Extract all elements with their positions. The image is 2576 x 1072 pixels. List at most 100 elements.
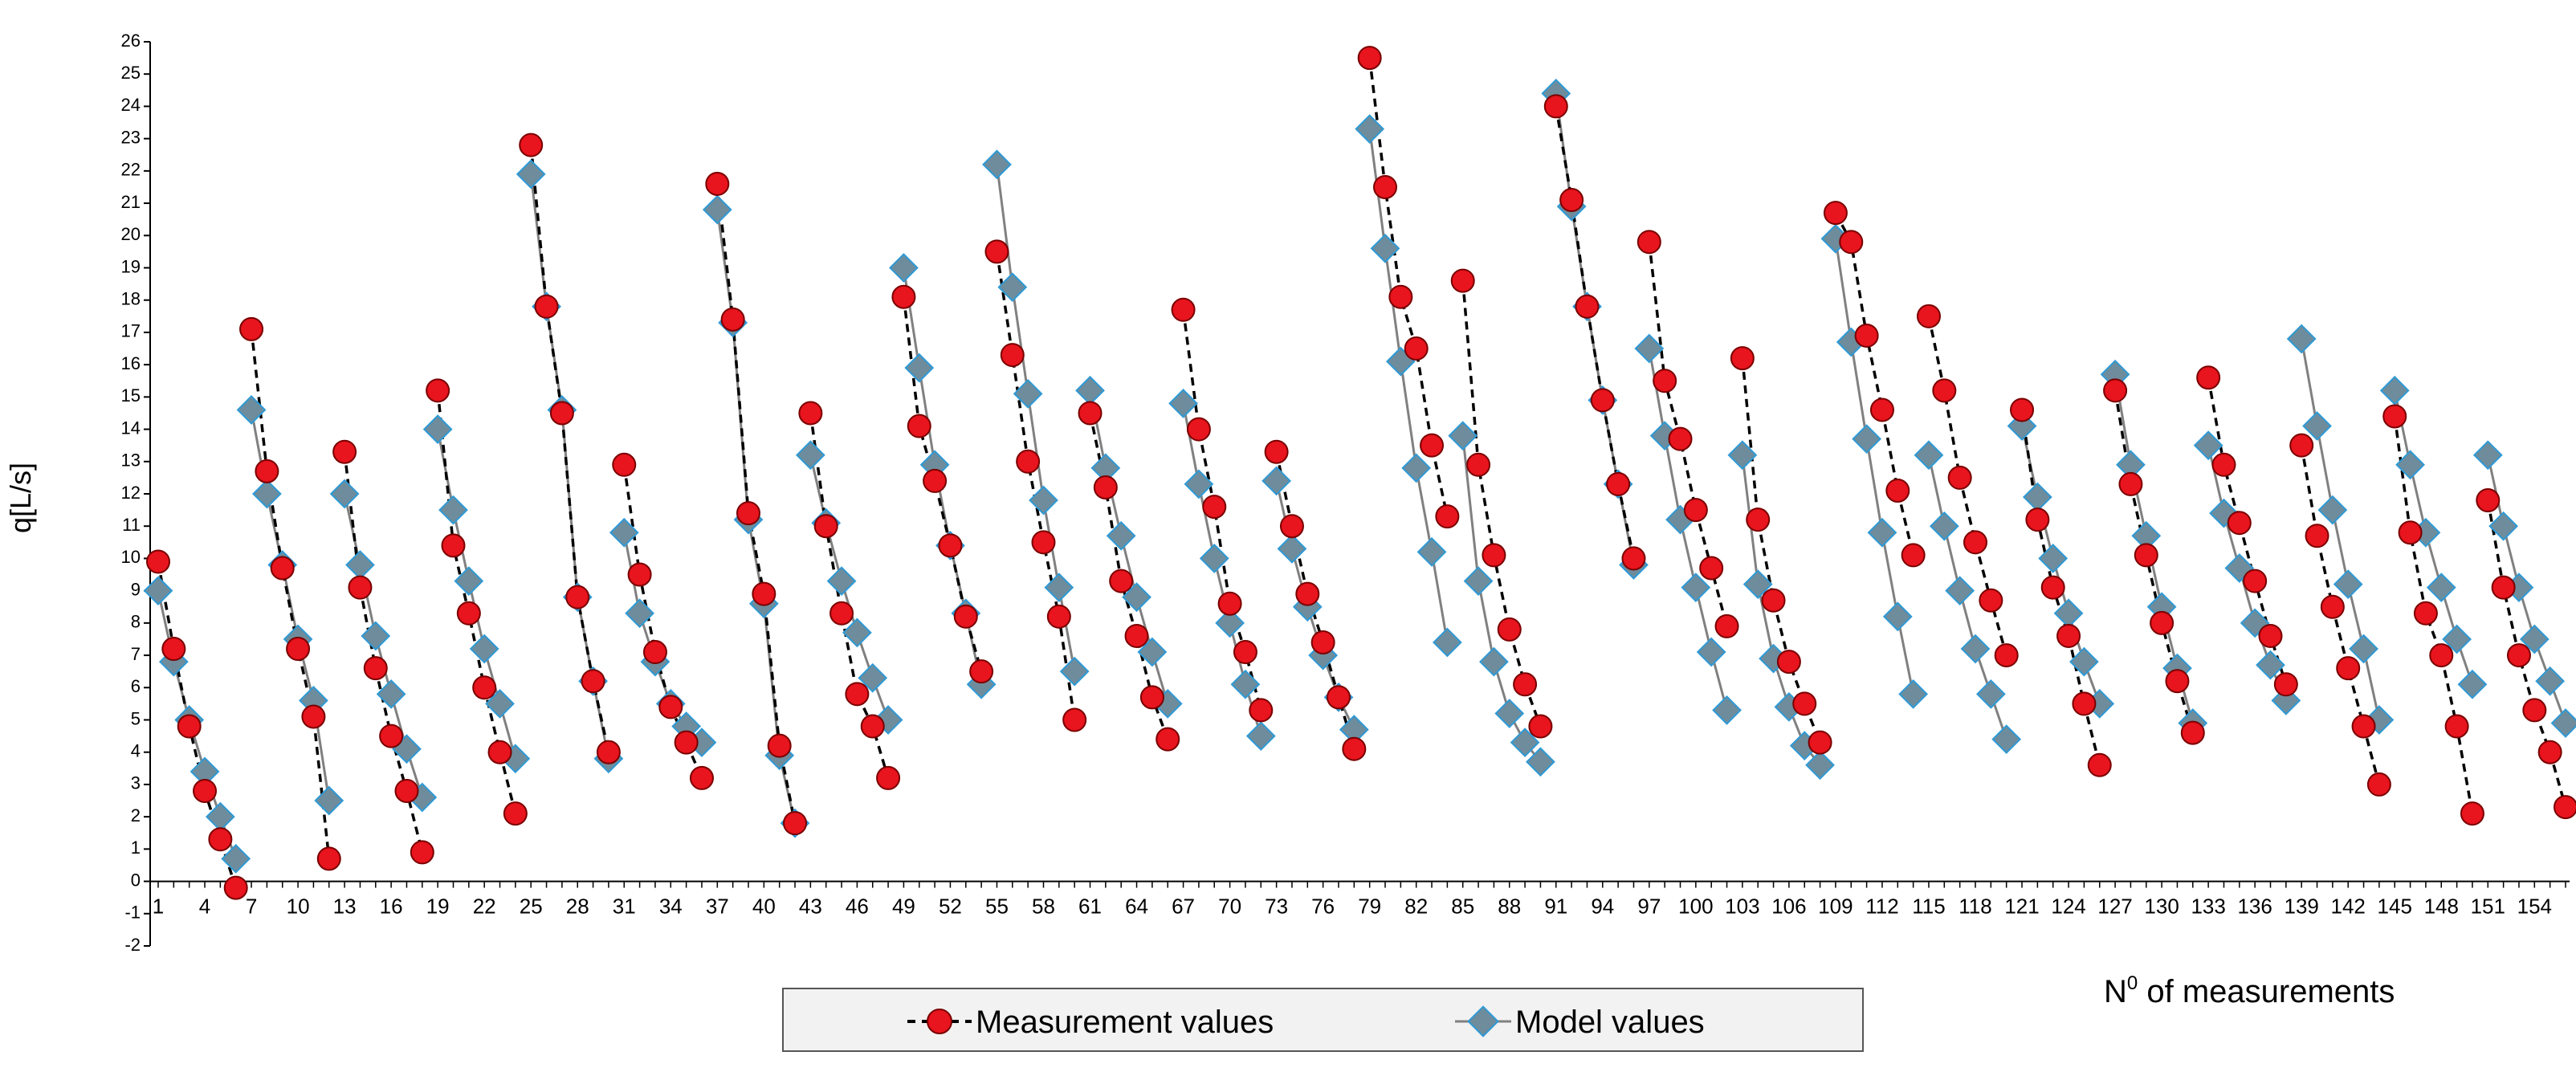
- x-tick-label: 82: [1404, 895, 1428, 919]
- legend-model-marker: [1467, 1005, 1499, 1037]
- model-line-segment: [995, 164, 1076, 672]
- measurement-point: [1916, 304, 1941, 328]
- measurement-point: [1823, 201, 1848, 226]
- model-point: [376, 679, 406, 709]
- measurement-point: [923, 468, 948, 493]
- model-point: [1510, 728, 1540, 758]
- model-point: [2488, 511, 2519, 541]
- model-point: [1029, 485, 1058, 516]
- measurement-point: [1559, 188, 1584, 213]
- measurement-point: [1264, 439, 1289, 464]
- measurement-point: [519, 132, 544, 157]
- model-point: [2193, 430, 2223, 461]
- measurement-point: [1046, 604, 1071, 629]
- model-point: [422, 414, 453, 444]
- measurement-point: [1761, 588, 1786, 613]
- x-axis-label: N0 of measurements: [2104, 972, 2395, 1009]
- x-tick-label: 121: [2004, 895, 2039, 919]
- y-tick-label: 19: [121, 256, 141, 276]
- model-point: [438, 495, 468, 525]
- model-line-segment: [1368, 128, 1449, 643]
- y-tick-label: 18: [121, 289, 141, 309]
- model-point: [826, 566, 857, 596]
- legend-model-label: Model values: [1515, 1005, 1705, 1040]
- measurement-point: [2398, 520, 2423, 545]
- model-point: [1199, 544, 1229, 573]
- y-tick-label: 17: [121, 321, 141, 341]
- measurement-point: [1792, 691, 1817, 716]
- y-tick-label: 25: [121, 63, 141, 83]
- model-point: [2426, 573, 2456, 603]
- y-tick-label: 7: [131, 644, 141, 664]
- measurement-point: [1295, 581, 1320, 606]
- measurement-point: [736, 501, 760, 526]
- x-tick-label: 94: [1591, 895, 1614, 919]
- x-tick-label: 34: [659, 895, 683, 919]
- x-tick-label: 115: [1912, 895, 1945, 919]
- model-point: [982, 149, 1012, 180]
- x-tick-label: 124: [2051, 895, 2085, 919]
- measurement-point: [1668, 426, 1693, 451]
- measurement-point: [813, 514, 838, 539]
- measurement-line-segment: [529, 145, 610, 753]
- x-tick-label: 28: [566, 895, 589, 919]
- model-point: [2379, 375, 2410, 406]
- model-point: [1882, 601, 1913, 632]
- x-tick-label: 64: [1125, 895, 1148, 919]
- legend: Measurement values Model values: [782, 988, 1864, 1052]
- model-point: [1013, 378, 1043, 409]
- measurement-point: [2444, 714, 2469, 739]
- y-tick-label: 1: [131, 838, 141, 858]
- measurement-point: [752, 581, 776, 606]
- x-tick-label: 73: [1265, 895, 1288, 919]
- x-tick-label: 31: [613, 895, 636, 919]
- model-point: [2349, 634, 2378, 664]
- model-point: [1805, 750, 1835, 781]
- model-point: [143, 576, 173, 606]
- measurement-point: [845, 682, 870, 707]
- y-tick-label: 24: [121, 95, 141, 115]
- measurement-point: [565, 585, 590, 609]
- measurement-point: [783, 811, 808, 836]
- y-tick-label: 2: [131, 805, 141, 825]
- measurement-point: [953, 604, 978, 629]
- measurement-point: [1000, 343, 1025, 368]
- measurement-point: [1249, 698, 1274, 723]
- measurement-point: [2134, 543, 2158, 568]
- x-tick-label: 19: [426, 895, 450, 919]
- measurement-point: [456, 601, 481, 626]
- measurement-point: [705, 171, 730, 196]
- x-tick-label: 103: [1725, 895, 1759, 919]
- measurement-point: [1528, 714, 1553, 739]
- measurement-point: [223, 875, 248, 900]
- measurement-point: [1497, 617, 1522, 642]
- measurement-point: [1078, 401, 1103, 426]
- measurement-point: [348, 575, 373, 600]
- y-tick-label: 4: [131, 741, 141, 761]
- model-point: [1106, 520, 1136, 551]
- measurement-point: [2537, 740, 2562, 764]
- measurement-point: [1746, 507, 1771, 532]
- measurement-point: [255, 459, 279, 483]
- measurement-point: [1171, 297, 1196, 322]
- x-tick-label: 139: [2284, 895, 2318, 919]
- measurement-point: [410, 840, 434, 865]
- x-tick-label: 118: [1958, 895, 1991, 919]
- legend-item-model: Model values: [1455, 1005, 1705, 1040]
- y-tick-label: -1: [124, 903, 141, 923]
- measurement-point: [1653, 369, 1677, 393]
- measurement-point: [1808, 730, 1832, 755]
- model-point: [1090, 453, 1121, 483]
- x-tick-label: 142: [2331, 895, 2366, 919]
- model-point: [1215, 608, 1245, 638]
- measurement-point: [1217, 591, 1242, 616]
- measurement-point: [674, 730, 699, 755]
- measurement-point: [876, 765, 901, 790]
- measurement-line-segment: [2486, 499, 2567, 808]
- model-point: [236, 395, 267, 425]
- model-point: [1463, 566, 1494, 596]
- x-tick-label: 22: [473, 895, 496, 919]
- measurement-point: [1979, 588, 2003, 613]
- measurement-point: [1435, 504, 1460, 529]
